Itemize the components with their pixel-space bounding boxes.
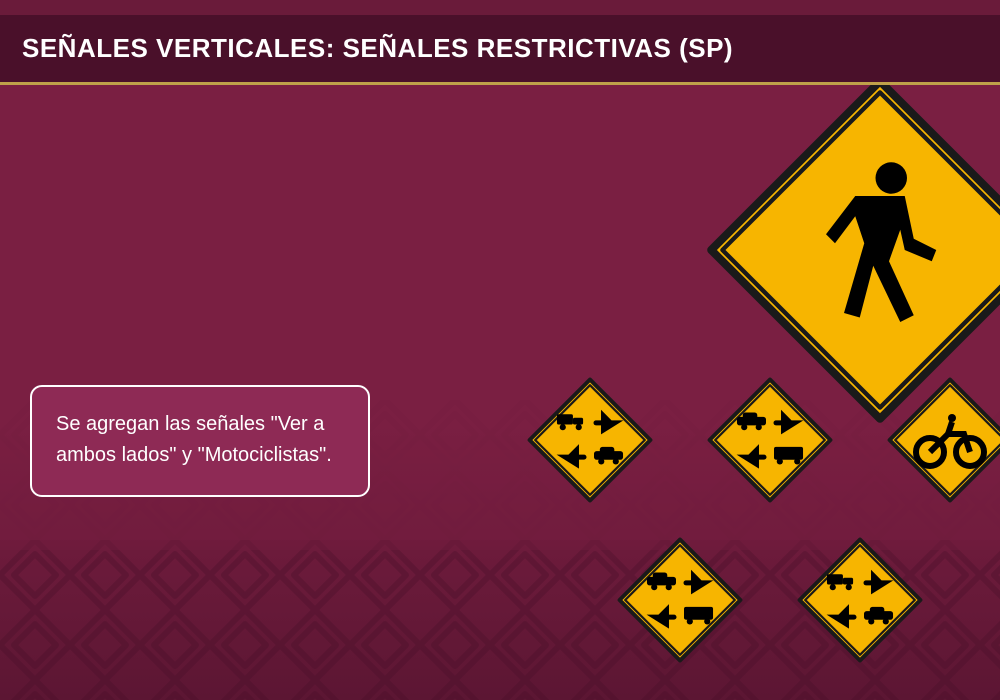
sign-small-2	[704, 374, 836, 506]
sign-small-3	[884, 374, 1000, 506]
body: Se agregan las señales "Ver a ambos lado…	[0, 85, 1000, 700]
callout-box: Se agregan las señales "Ver a ambos lado…	[30, 385, 370, 497]
top-accent-bar	[0, 0, 1000, 15]
sign-small-4	[614, 534, 746, 666]
sign-small-5	[794, 534, 926, 666]
page-title: SEÑALES VERTICALES: SEÑALES RESTRICTIVAS…	[22, 33, 733, 64]
slide: SEÑALES VERTICALES: SEÑALES RESTRICTIVAS…	[0, 0, 1000, 700]
header: SEÑALES VERTICALES: SEÑALES RESTRICTIVAS…	[0, 15, 1000, 85]
sign-small-1	[524, 374, 656, 506]
callout-text: Se agregan las señales "Ver a ambos lado…	[56, 413, 332, 466]
